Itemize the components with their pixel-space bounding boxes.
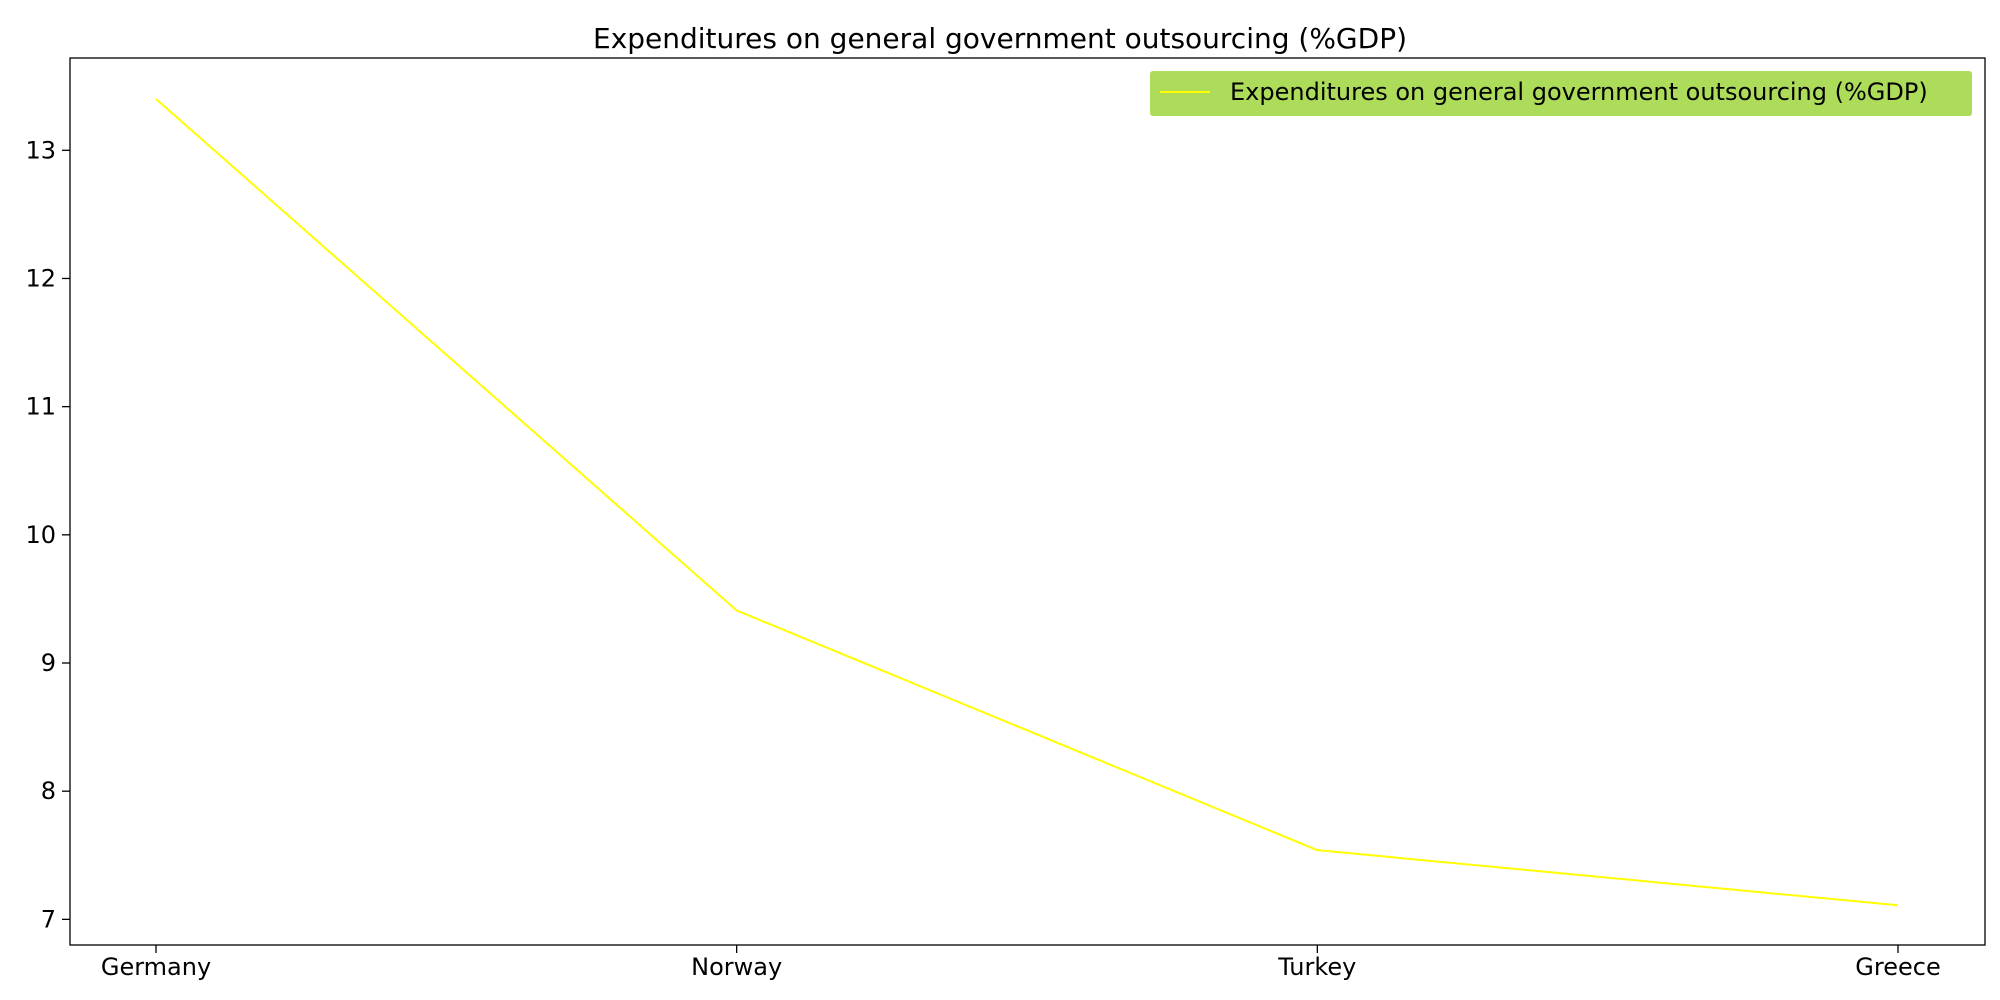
chart-title: Expenditures on general government outso… (593, 22, 1407, 55)
plot-area (69, 57, 1986, 946)
y-tick-label: 12 (25, 264, 56, 292)
series-layer (155, 98, 1899, 907)
y-tick-label: 11 (25, 393, 56, 421)
y-tick-label: 9 (41, 649, 56, 677)
y-axis: 7 8 9 10 11 12 13 (25, 136, 70, 933)
y-tick-label: 13 (25, 136, 56, 164)
x-tick-label: Turkey (1277, 953, 1356, 981)
legend-box (1150, 71, 1972, 116)
x-tick-label: Greece (1855, 953, 1940, 981)
series-line (155, 98, 1899, 907)
y-tick-label: 7 (41, 905, 56, 933)
y-tick-label: 8 (41, 777, 56, 805)
x-tick-label: Germany (101, 953, 211, 981)
x-tick-label: Norway (691, 953, 782, 981)
x-axis: Germany Norway Turkey Greece (101, 945, 1941, 981)
legend-label: Expenditures on general government outso… (1230, 78, 1928, 106)
legend: Expenditures on general government outso… (1150, 71, 1972, 116)
y-tick-label: 10 (25, 521, 56, 549)
